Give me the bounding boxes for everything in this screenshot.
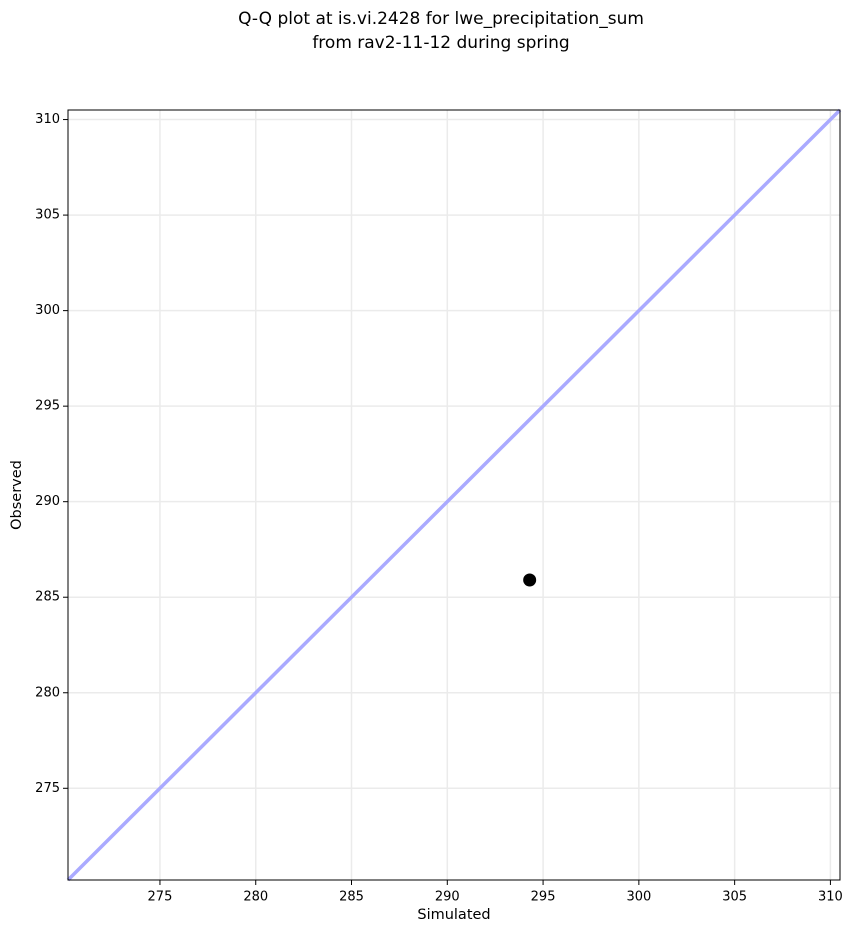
x-tick-label: 295 [531,890,556,905]
x-tick-label: 310 [818,890,843,905]
y-tick-label: 275 [35,781,60,796]
x-tick-label: 305 [722,890,747,905]
x-tick-label: 285 [339,890,364,905]
y-tick-label: 290 [35,494,60,509]
y-tick-label: 310 [35,112,60,127]
y-tick-label: 305 [35,208,60,223]
x-tick-label: 280 [243,890,268,905]
x-tick-label: 275 [148,890,173,905]
y-tick-label: 300 [35,303,60,318]
point [523,573,537,587]
chart-title: Q-Q plot at is.vi.2428 for lwe_precipita… [238,9,644,29]
x-tick-label: 290 [435,890,460,905]
identity-line [66,108,842,882]
y-tick-label: 280 [35,685,60,700]
chart-title: from rav2-11-12 during spring [312,33,569,53]
y-tick-label: 295 [35,399,60,414]
y-axis-label: Observed [9,460,25,530]
x-axis-label: Simulated [417,907,490,923]
plot-frame [67,109,841,881]
y-tick-label: 285 [35,590,60,605]
x-tick-label: 300 [626,890,651,905]
